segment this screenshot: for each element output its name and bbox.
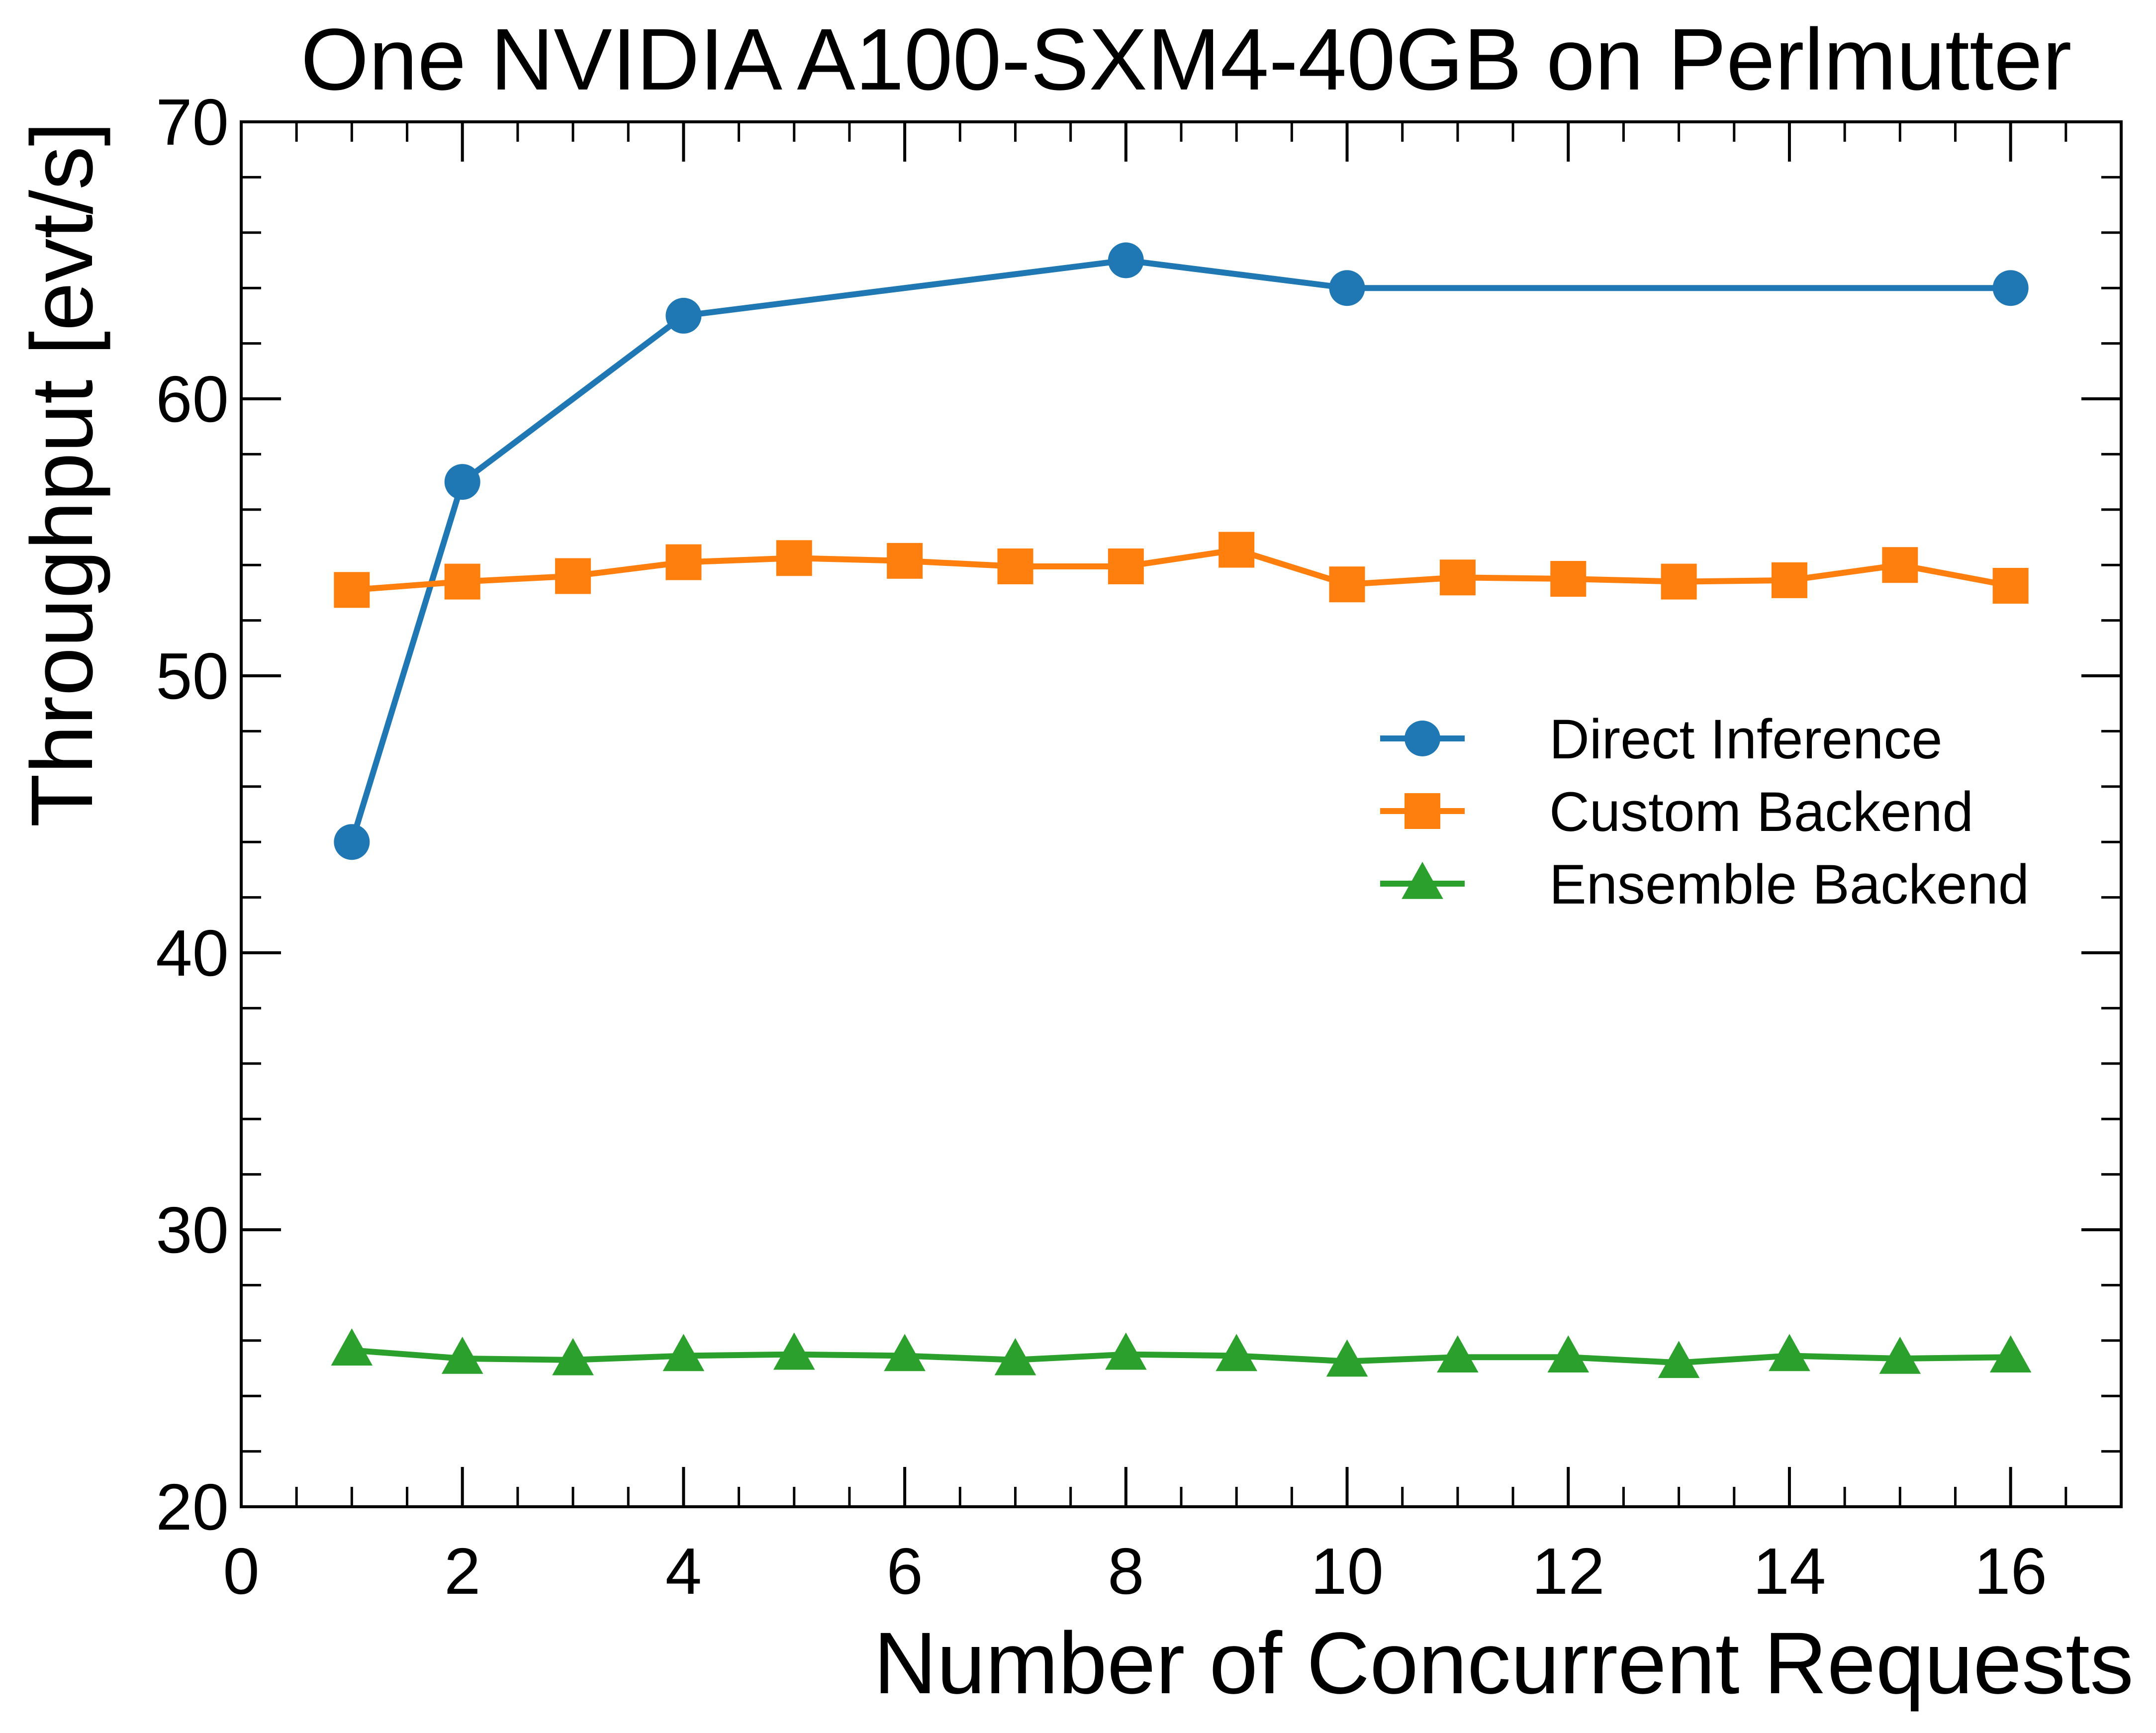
- axes-frame: [240, 120, 2123, 1508]
- data-point: [1992, 567, 2029, 604]
- chart-title: One NVIDIA A100-SXM4-40GB on Perlmutter: [301, 11, 2072, 108]
- series-line: [351, 547, 2011, 593]
- data-point: [997, 548, 1033, 584]
- data-point: [331, 1328, 373, 1366]
- series-custom-backend: [334, 532, 2029, 608]
- series-direct-inference: [334, 242, 2029, 860]
- data-point: [1769, 1334, 1810, 1371]
- y-tick-label: 60: [156, 363, 229, 436]
- data-point: [444, 464, 480, 500]
- series-line: [349, 257, 2011, 843]
- legend-entry: Direct Inference: [1380, 708, 1943, 770]
- series-line: [351, 1347, 2011, 1366]
- legend-label: Custom Backend: [1549, 781, 1973, 843]
- y-tick-label: 20: [156, 1470, 229, 1544]
- data-point: [665, 544, 702, 580]
- x-axis-label: Number of Concurrent Requests: [873, 1615, 2134, 1712]
- data-point: [1219, 532, 1255, 568]
- data-point: [1879, 1337, 1921, 1374]
- legend-label: Direct Inference: [1549, 708, 1943, 770]
- plot-area: [331, 242, 2032, 1378]
- x-tick-label: 14: [1753, 1535, 1826, 1608]
- y-tick-label: 30: [156, 1193, 229, 1267]
- y-axis-label: Throughput [evt/s]: [13, 122, 111, 827]
- x-tick-label: 16: [1974, 1535, 2047, 1608]
- data-point: [334, 572, 370, 608]
- data-point: [441, 1337, 483, 1374]
- data-point: [1550, 561, 1587, 597]
- data-point: [1661, 563, 1697, 600]
- data-point: [1547, 1335, 1590, 1373]
- x-tick-label: 12: [1532, 1535, 1605, 1608]
- x-tick-label: 6: [886, 1535, 923, 1608]
- data-point: [1108, 242, 1144, 278]
- axes: 0 2 4 6 8 10 12 14 16 20 30 40 50 60 70: [156, 86, 2123, 1608]
- data-point: [1882, 547, 1918, 583]
- legend-marker: [1402, 862, 1443, 899]
- x-tick-label: 10: [1311, 1535, 1384, 1608]
- legend-marker: [1405, 721, 1440, 756]
- x-tick-label: 8: [1108, 1535, 1144, 1608]
- data-point: [773, 1332, 815, 1370]
- data-point: [1108, 548, 1144, 584]
- y-tick-label: 50: [156, 639, 229, 713]
- data-point: [884, 1334, 926, 1371]
- data-point: [994, 1338, 1036, 1375]
- legend-label: Ensemble Backend: [1549, 853, 2029, 915]
- data-point: [1329, 270, 1365, 306]
- y-tick-label: 70: [156, 86, 229, 159]
- data-point: [444, 563, 480, 600]
- series-ensemble-backend: [331, 1328, 2032, 1378]
- x-tick-label: 0: [223, 1535, 259, 1608]
- data-point: [1216, 1334, 1257, 1371]
- x-tick-label: 2: [444, 1535, 480, 1608]
- data-point: [334, 824, 370, 860]
- data-point: [555, 558, 591, 594]
- data-point: [1437, 1335, 1479, 1373]
- data-point: [662, 1334, 705, 1371]
- legend-entry: Ensemble Backend: [1380, 853, 2029, 915]
- y-tick-label: 40: [156, 916, 229, 990]
- data-point: [665, 297, 702, 334]
- data-point: [1329, 566, 1365, 603]
- data-point: [1989, 1335, 2032, 1373]
- data-point: [1771, 562, 1807, 598]
- data-point: [1105, 1332, 1147, 1370]
- data-point: [1992, 270, 2029, 306]
- data-point: [552, 1338, 594, 1375]
- data-point: [1326, 1339, 1368, 1377]
- legend: Direct Inference Custom Backend Ensemble B…: [1380, 708, 2029, 915]
- data-point: [1439, 559, 1476, 596]
- data-point: [887, 543, 923, 579]
- legend-entry: Custom Backend: [1380, 781, 1973, 843]
- data-point: [1658, 1341, 1700, 1378]
- x-tick-label: 4: [665, 1535, 702, 1608]
- data-point: [776, 540, 812, 576]
- legend-marker: [1405, 793, 1440, 829]
